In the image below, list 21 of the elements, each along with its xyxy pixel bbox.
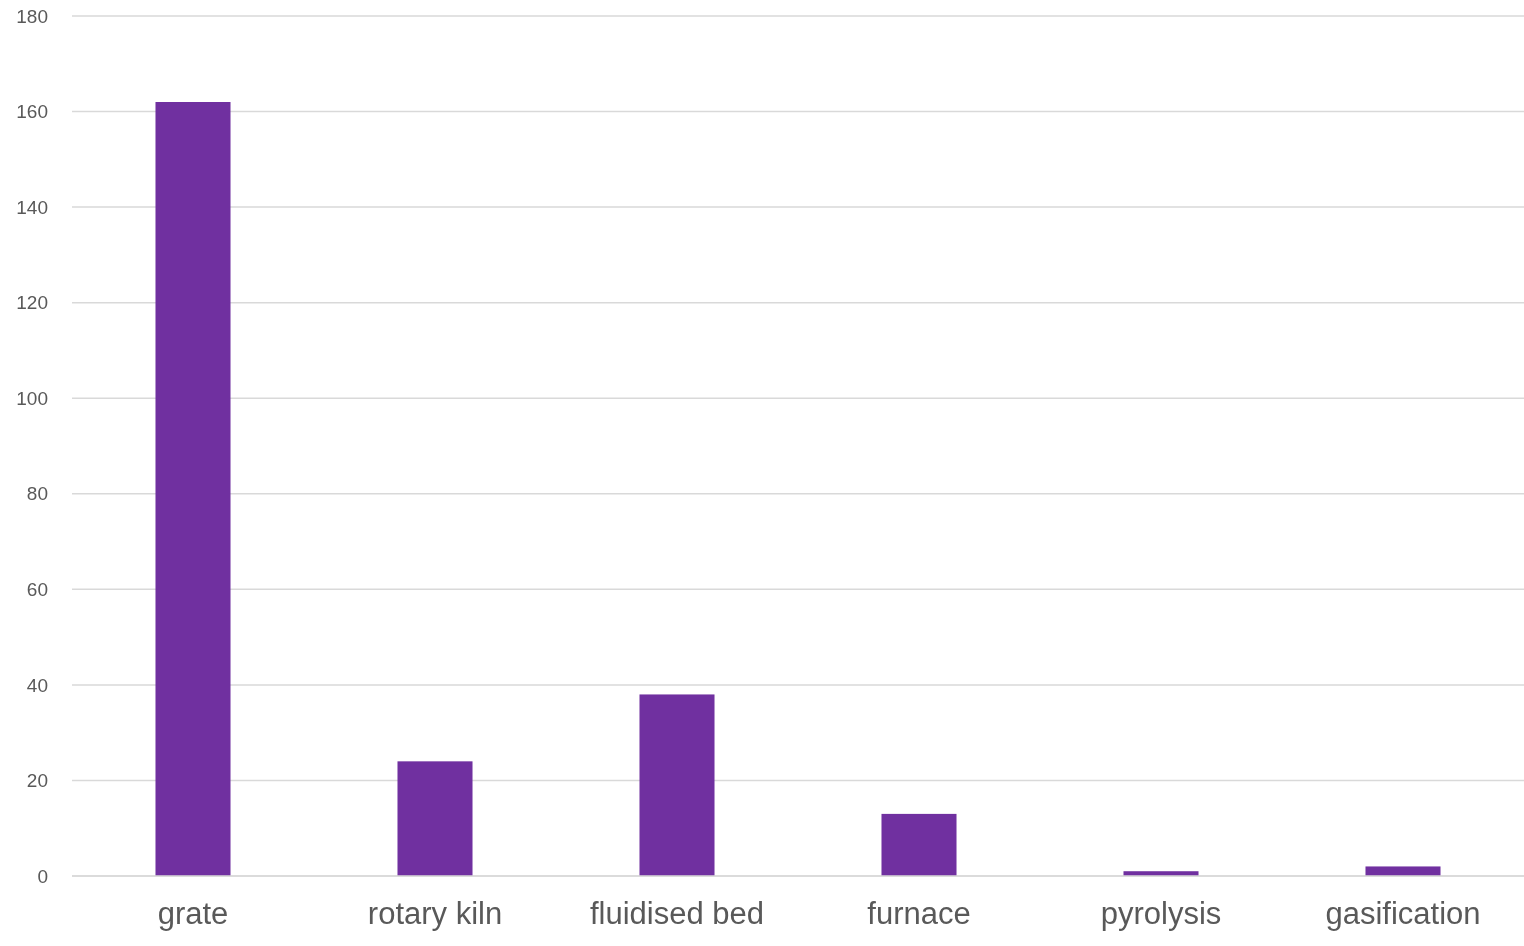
bar xyxy=(397,761,473,876)
y-tick-label: 60 xyxy=(26,578,48,600)
x-tick-label: gasification xyxy=(1325,896,1481,931)
bar xyxy=(881,813,957,876)
y-tick-label: 160 xyxy=(16,101,48,123)
x-tick-label: rotary kiln xyxy=(367,896,503,931)
y-tick-label: 40 xyxy=(26,674,48,696)
bar xyxy=(155,102,231,876)
y-tick-label: 20 xyxy=(26,770,48,792)
y-tick-label: 80 xyxy=(26,483,48,505)
x-tick-label: pyrolysis xyxy=(1100,896,1222,931)
y-tick-label: 120 xyxy=(16,292,48,314)
bar xyxy=(1365,866,1441,876)
bar xyxy=(639,694,715,876)
y-tick-label: 0 xyxy=(37,865,48,887)
x-tick-label: grate xyxy=(157,896,229,931)
y-tick-label: 180 xyxy=(16,5,48,27)
x-tick-label: fluidised bed xyxy=(589,896,765,931)
y-tick-label: 140 xyxy=(16,196,48,218)
x-tick-label: furnace xyxy=(867,896,971,931)
y-tick-label: 100 xyxy=(16,387,48,409)
